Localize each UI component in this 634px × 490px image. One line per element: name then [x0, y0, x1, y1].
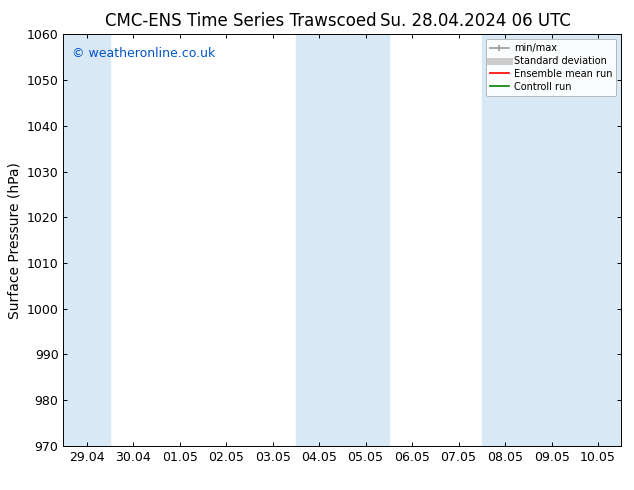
Text: Su. 28.04.2024 06 UTC: Su. 28.04.2024 06 UTC — [380, 12, 571, 30]
Bar — [482, 34, 621, 446]
Y-axis label: Surface Pressure (hPa): Surface Pressure (hPa) — [7, 162, 21, 318]
Legend: min/max, Standard deviation, Ensemble mean run, Controll run: min/max, Standard deviation, Ensemble me… — [486, 39, 616, 96]
Text: © weatheronline.co.uk: © weatheronline.co.uk — [72, 47, 215, 60]
Bar — [63, 34, 110, 446]
Text: CMC-ENS Time Series Trawscoed: CMC-ENS Time Series Trawscoed — [105, 12, 377, 30]
Bar — [296, 34, 389, 446]
